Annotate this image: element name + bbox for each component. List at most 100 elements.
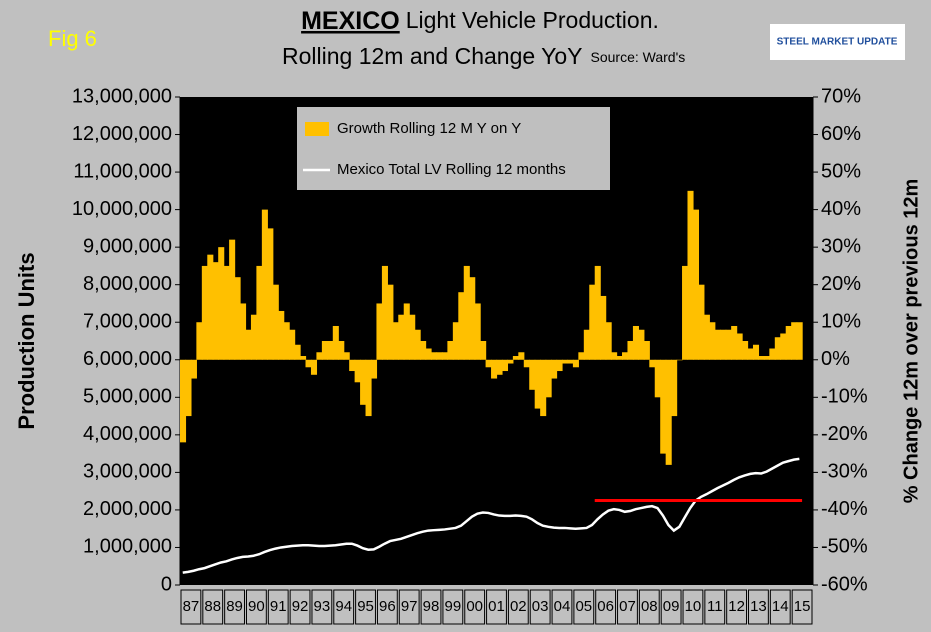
- growth-bar: [638, 329, 645, 360]
- growth-bar: [687, 190, 694, 360]
- growth-bar: [780, 333, 787, 360]
- growth-bar: [196, 322, 203, 360]
- legend-box: [297, 107, 610, 190]
- growth-bar: [229, 239, 236, 360]
- x-tick-label: 05: [575, 598, 592, 615]
- growth-bar: [463, 265, 470, 360]
- growth-bar: [256, 265, 263, 360]
- x-tick-label: 92: [292, 598, 309, 615]
- x-tick-label: 09: [663, 598, 680, 615]
- growth-bar: [556, 359, 563, 372]
- growth-bar: [250, 314, 257, 360]
- y-tick-label: 4,000,000: [83, 423, 172, 445]
- y2-tick-label: -60%: [821, 573, 868, 595]
- y2-tick-label: 50%: [821, 160, 861, 182]
- growth-bar: [529, 359, 536, 390]
- x-tick-label: 06: [597, 598, 614, 615]
- growth-bar: [622, 352, 629, 360]
- legend-label: Mexico Total LV Rolling 12 months: [337, 161, 566, 178]
- growth-bar: [420, 341, 427, 360]
- y2-tick-label: 0%: [821, 348, 850, 370]
- growth-bar: [370, 359, 378, 379]
- chart-title: MEXICO Light Vehicle Production.: [301, 7, 659, 35]
- growth-bar: [180, 359, 187, 443]
- growth-bar: [671, 359, 678, 417]
- source: Source: Ward's: [591, 49, 686, 65]
- growth-bar: [452, 322, 459, 360]
- x-tick-label: 91: [270, 598, 287, 615]
- growth-bar: [387, 284, 394, 360]
- growth-bar: [491, 359, 498, 379]
- x-category-box: [726, 589, 748, 625]
- growth-bar: [752, 344, 760, 360]
- x-category-box: [333, 589, 355, 625]
- growth-bar: [534, 359, 541, 409]
- x-tick-label: 11: [707, 598, 723, 615]
- growth-bar: [545, 359, 552, 398]
- x-tick-label: 87: [183, 598, 200, 615]
- y2-tick-label: 10%: [821, 311, 861, 333]
- y-tick-label: 7,000,000: [83, 311, 172, 333]
- x-tick-label: 13: [750, 598, 767, 615]
- x-tick-label: 08: [641, 598, 658, 615]
- growth-bar: [190, 359, 197, 379]
- y2-tick-label: 60%: [821, 123, 861, 145]
- growth-bar: [747, 348, 754, 360]
- x-tick-label: 95: [357, 598, 374, 615]
- y-tick-label: 1,000,000: [83, 536, 172, 558]
- growth-bar: [501, 359, 509, 372]
- x-tick-label: 99: [445, 598, 462, 615]
- growth-bar: [763, 356, 770, 360]
- x-category-box: [289, 589, 311, 625]
- growth-bar: [441, 352, 448, 360]
- growth-bar: [643, 341, 650, 360]
- growth-bar: [774, 337, 781, 360]
- y2-tick-label: 20%: [821, 273, 861, 295]
- growth-bar: [698, 284, 705, 360]
- growth-bar: [414, 329, 421, 360]
- growth-bar: [398, 314, 405, 360]
- growth-bar: [338, 341, 345, 360]
- growth-bar: [567, 359, 574, 364]
- subtitle-text: Rolling 12m and Change YoY: [282, 43, 583, 69]
- x-category-box: [748, 589, 769, 625]
- growth-bar: [523, 359, 530, 368]
- growth-bar: [469, 277, 476, 360]
- growth-bar: [223, 265, 230, 360]
- x-tick-label: 98: [423, 598, 440, 615]
- growth-bar: [725, 329, 732, 360]
- x-tick-label: 15: [794, 598, 811, 615]
- growth-bar: [234, 277, 241, 360]
- legend-swatch: [305, 122, 329, 136]
- growth-bar: [485, 359, 492, 368]
- growth-bar: [692, 209, 700, 360]
- x-tick-label: 88: [204, 598, 221, 615]
- x-tick-label: 07: [619, 598, 636, 615]
- x-category-box: [769, 589, 791, 625]
- y-tick-label: 3,000,000: [83, 461, 172, 483]
- y2-tick-label: 70%: [821, 85, 861, 107]
- x-tick-label: 02: [510, 598, 527, 615]
- growth-bar: [447, 341, 454, 360]
- x-tick-label: 10: [685, 598, 702, 615]
- growth-bar: [272, 284, 279, 360]
- x-tick-label: 93: [314, 598, 331, 615]
- growth-bar: [327, 341, 334, 360]
- growth-bar: [365, 359, 372, 417]
- y-tick-label: 9,000,000: [83, 235, 172, 257]
- growth-bar: [332, 325, 339, 360]
- growth-bar: [600, 295, 607, 360]
- growth-bar: [709, 322, 716, 360]
- y-tick-label: 0: [161, 573, 172, 595]
- growth-bar: [791, 322, 798, 360]
- growth-bar: [431, 352, 438, 360]
- growth-bar: [360, 359, 367, 405]
- figure-label: Fig 6: [48, 26, 97, 51]
- growth-bar: [245, 329, 252, 360]
- chart-subtitle: Rolling 12m and Change YoY Source: Ward's: [282, 43, 685, 69]
- growth-bar: [572, 359, 579, 368]
- x-category-box: [464, 589, 486, 625]
- x-category-box: [682, 589, 704, 625]
- title-text: Light Vehicle Production.: [406, 7, 659, 33]
